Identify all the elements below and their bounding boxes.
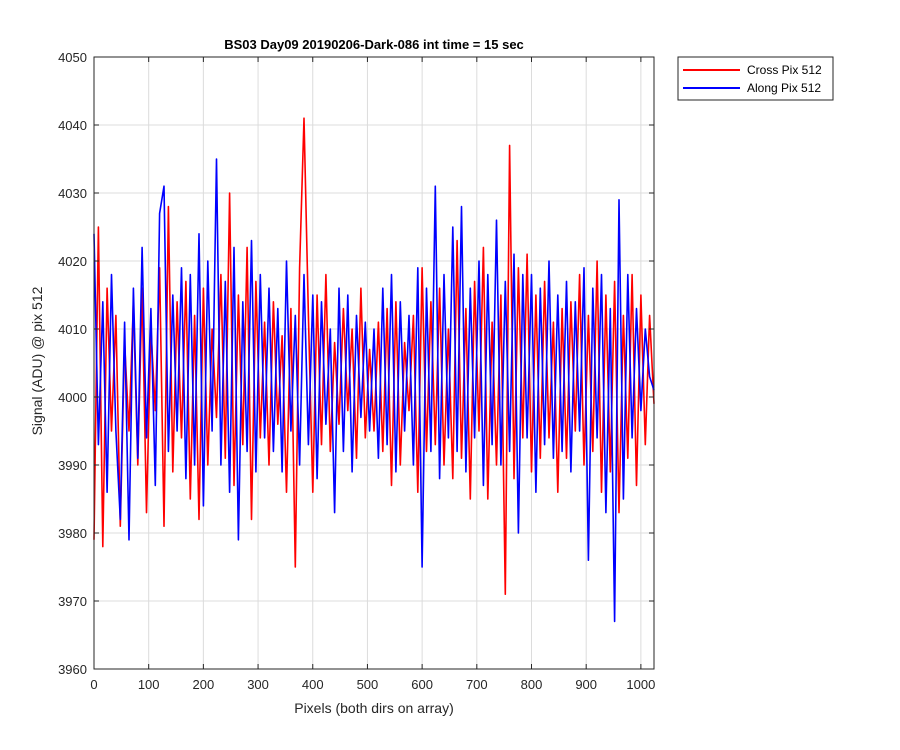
y-tick-label: 4030 — [58, 186, 87, 201]
y-tick-label: 3980 — [58, 526, 87, 541]
y-tick-label: 4050 — [58, 50, 87, 65]
x-tick-label: 500 — [357, 677, 379, 692]
x-tick-label: 300 — [247, 677, 269, 692]
chart-title: BS03 Day09 20190206-Dark-086 int time = … — [224, 37, 524, 52]
y-tick-label: 3970 — [58, 594, 87, 609]
x-tick-label: 600 — [411, 677, 433, 692]
legend-label-cross: Cross Pix 512 — [747, 63, 822, 77]
y-tick-label: 4000 — [58, 390, 87, 405]
legend-box — [677, 56, 834, 101]
axis-ticks — [93, 56, 654, 670]
x-axis-label: Pixels (both dirs on array) — [294, 700, 454, 716]
x-tick-label: 100 — [138, 677, 160, 692]
series-layer — [93, 117, 655, 623]
y-tick-label: 4040 — [58, 118, 87, 133]
x-tick-label: 200 — [193, 677, 215, 692]
plot-frame — [93, 56, 655, 670]
y-tick-labels: 3960 3970 3980 3990 4000 4010 4020 4030 4040 4050 — [58, 50, 87, 677]
x-tick-label: 900 — [575, 677, 597, 692]
x-tick-label: 700 — [466, 677, 488, 692]
legend-label-along: Along Pix 512 — [747, 81, 821, 95]
plot-area: 0 100 200 300 400 500 600 700 800 900 1000 3960 397… — [58, 50, 655, 692]
series-line-cross-pix-512 — [93, 117, 655, 596]
x-tick-labels: 0 100 200 300 400 500 600 700 800 900 1000 — [90, 677, 655, 692]
y-tick-label: 3990 — [58, 458, 87, 473]
legend: Cross Pix 512 Along Pix 512 — [677, 56, 834, 101]
y-tick-label: 4020 — [58, 254, 87, 269]
x-tick-label: 1000 — [626, 677, 655, 692]
series-line-along-pix-512 — [93, 158, 655, 623]
x-tick-label: 800 — [521, 677, 543, 692]
y-tick-label: 4010 — [58, 322, 87, 337]
y-tick-label: 3960 — [58, 662, 87, 677]
y-axis-label: Signal (ADU) @ pix 512 — [29, 286, 45, 435]
x-tick-label: 400 — [302, 677, 324, 692]
x-tick-label: 0 — [90, 677, 97, 692]
plot-background — [94, 57, 654, 669]
